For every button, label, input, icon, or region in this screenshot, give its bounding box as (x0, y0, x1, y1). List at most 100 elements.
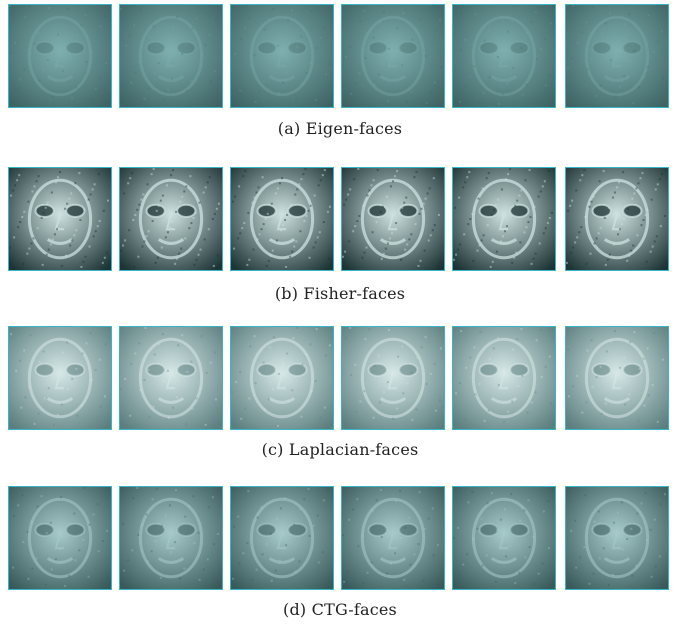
texture-speckle (316, 514, 319, 517)
texture-speckle (347, 570, 350, 573)
mouth-mark (490, 557, 518, 565)
texture-speckle (476, 249, 479, 252)
texture-speckle (523, 231, 526, 234)
face-background (453, 487, 555, 589)
texture-speckle (176, 396, 179, 399)
texture-speckle (239, 232, 242, 235)
texture-speckle (261, 553, 264, 556)
face-background (231, 327, 333, 429)
texture-speckle (597, 510, 600, 513)
texture-speckle (61, 264, 64, 267)
texture-speckle (533, 582, 536, 585)
texture-speckle (183, 190, 186, 193)
texture-speckle (12, 566, 15, 569)
texture-speckle (263, 28, 266, 31)
texture-speckle (143, 240, 146, 243)
texture-speckle (172, 406, 175, 409)
texture-speckle (585, 21, 588, 24)
texture-speckle (309, 204, 312, 207)
texture-speckle (303, 498, 306, 501)
eye-mark (367, 203, 388, 218)
texture-speckle (628, 393, 631, 396)
texture-speckle (248, 17, 251, 20)
face-image (8, 167, 112, 271)
texture-speckle (584, 494, 587, 497)
texture-speckle (45, 253, 48, 256)
texture-speckle (382, 391, 385, 394)
texture-speckle (307, 488, 310, 491)
texture-speckle (94, 87, 97, 90)
texture-speckle (593, 242, 596, 245)
texture-speckle (171, 78, 174, 81)
texture-speckle (238, 185, 241, 188)
texture-speckle (495, 250, 498, 253)
texture-speckle (603, 216, 606, 219)
texture-speckle (207, 506, 210, 509)
texture-speckle (268, 346, 271, 349)
texture-speckle (422, 579, 425, 582)
texture-speckle (176, 16, 179, 19)
texture-speckle (37, 412, 40, 415)
texture-speckle (90, 379, 93, 382)
texture-speckle (411, 38, 414, 41)
texture-speckle (141, 523, 144, 526)
texture-speckle (184, 237, 187, 240)
nose-mark (165, 373, 176, 390)
eye-mark (509, 40, 530, 55)
texture-speckle (459, 382, 462, 385)
texture-speckle (651, 245, 654, 248)
texture-speckle (133, 24, 136, 27)
texture-speckle (539, 329, 542, 332)
texture-speckle (157, 62, 160, 65)
texture-speckle (181, 52, 184, 55)
texture-speckle (24, 16, 27, 19)
texture-speckle (98, 77, 101, 80)
texture-speckle (590, 58, 593, 61)
texture-speckle (416, 356, 419, 359)
texture-speckle (104, 62, 107, 65)
texture-speckle (436, 544, 439, 547)
texture-speckle (647, 394, 650, 397)
texture-speckle (33, 42, 36, 45)
texture-speckle (87, 575, 90, 578)
texture-speckle (349, 327, 352, 330)
texture-speckle (591, 386, 594, 389)
texture-speckle (462, 563, 465, 566)
texture-speckle (598, 180, 601, 183)
texture-speckle (572, 5, 575, 8)
texture-speckle (371, 509, 374, 512)
texture-speckle (20, 406, 23, 409)
texture-speckle (289, 533, 292, 536)
texture-speckle (249, 64, 252, 67)
eye-mark (256, 362, 277, 377)
texture-speckle (638, 367, 641, 370)
eye-mark (622, 522, 643, 537)
texture-speckle (130, 81, 133, 84)
texture-speckle (612, 243, 615, 246)
texture-speckle (507, 30, 510, 33)
texture-speckle (194, 211, 197, 214)
texture-speckle (354, 82, 357, 85)
texture-speckle (237, 515, 240, 518)
eye-mark (591, 522, 612, 537)
texture-speckle (131, 172, 134, 175)
texture-speckle (506, 82, 509, 85)
texture-speckle (525, 83, 528, 86)
texture-speckle (153, 72, 156, 75)
face-outline (27, 337, 93, 419)
texture-speckle (423, 249, 426, 252)
texture-speckle (478, 101, 481, 104)
texture-speckle (391, 37, 395, 40)
texture-speckle (598, 557, 601, 560)
texture-speckle (629, 341, 632, 344)
texture-speckle (62, 351, 65, 354)
face-image (8, 4, 112, 108)
mouth-mark (603, 557, 631, 565)
texture-speckle (83, 208, 86, 211)
texture-speckle (253, 196, 256, 199)
texture-speckle (501, 235, 504, 238)
texture-speckle (171, 221, 174, 224)
texture-speckle (19, 78, 22, 81)
panel-caption: (b) Fisher-faces (274, 284, 406, 303)
texture-speckle (386, 242, 389, 245)
